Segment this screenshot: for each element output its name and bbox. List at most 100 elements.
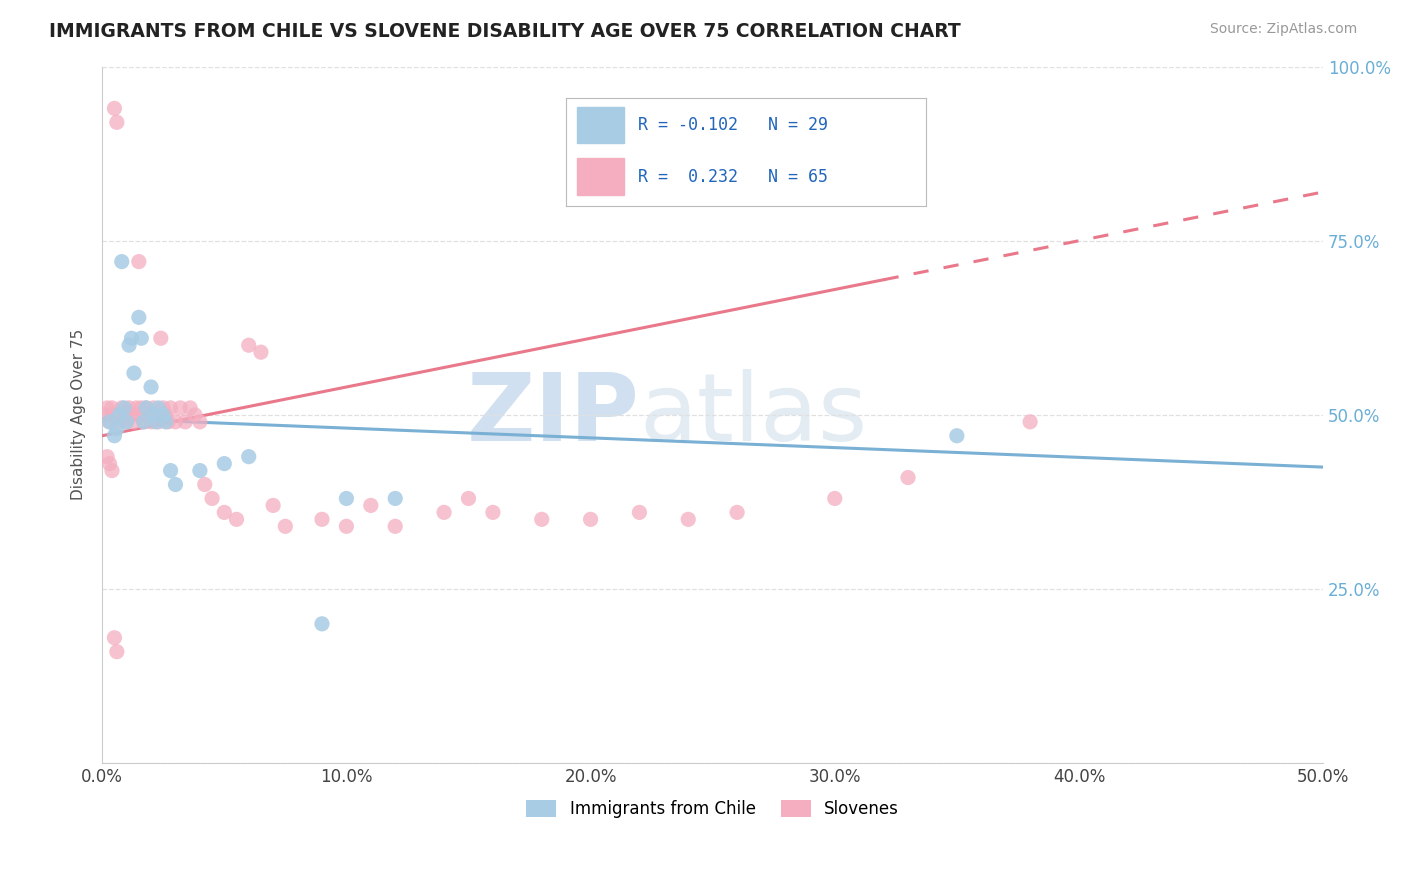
Point — [311, 512, 333, 526]
Point — [169, 401, 191, 415]
Point — [482, 505, 505, 519]
Point — [530, 512, 553, 526]
Point — [121, 331, 143, 345]
Point — [112, 408, 135, 422]
Point — [335, 491, 357, 506]
Point — [157, 415, 180, 429]
Point — [132, 415, 155, 429]
Point — [98, 415, 121, 429]
Point — [824, 491, 846, 506]
Point — [1019, 415, 1042, 429]
Point — [214, 457, 236, 471]
Point — [225, 512, 247, 526]
Point — [152, 408, 174, 422]
Point — [148, 415, 170, 429]
Point — [201, 491, 224, 506]
Text: IMMIGRANTS FROM CHILE VS SLOVENE DISABILITY AGE OVER 75 CORRELATION CHART: IMMIGRANTS FROM CHILE VS SLOVENE DISABIL… — [49, 22, 960, 41]
Point — [145, 408, 167, 422]
Point — [148, 401, 170, 415]
Text: ZIP: ZIP — [467, 369, 640, 461]
Point — [188, 464, 211, 478]
Point — [101, 464, 124, 478]
Point — [628, 505, 651, 519]
Point — [108, 415, 131, 429]
Point — [135, 401, 157, 415]
Text: Source: ZipAtlas.com: Source: ZipAtlas.com — [1209, 22, 1357, 37]
Point — [165, 477, 187, 491]
Point — [132, 415, 155, 429]
Point — [274, 519, 297, 533]
Point — [108, 408, 131, 422]
Point — [135, 401, 157, 415]
Point — [159, 401, 181, 415]
Point — [384, 491, 406, 506]
Y-axis label: Disability Age Over 75: Disability Age Over 75 — [72, 329, 86, 500]
Point — [139, 415, 162, 429]
Point — [897, 470, 920, 484]
Point — [128, 408, 150, 422]
Point — [179, 401, 201, 415]
Point — [188, 415, 211, 429]
Point — [165, 415, 187, 429]
Point — [238, 338, 260, 352]
Point — [152, 401, 174, 415]
Point — [149, 331, 172, 345]
Point — [194, 477, 217, 491]
Point — [122, 415, 145, 429]
Point — [311, 616, 333, 631]
Point — [101, 401, 124, 415]
Point — [155, 408, 177, 422]
Point — [101, 408, 124, 422]
Point — [98, 415, 121, 429]
Legend: Immigrants from Chile, Slovenes: Immigrants from Chile, Slovenes — [520, 793, 905, 824]
Point — [105, 422, 128, 436]
Point — [103, 102, 125, 116]
Point — [103, 429, 125, 443]
Point — [155, 415, 177, 429]
Point — [111, 401, 134, 415]
Point — [96, 450, 118, 464]
Point — [122, 366, 145, 380]
Text: atlas: atlas — [640, 369, 868, 461]
Point — [335, 519, 357, 533]
Point — [103, 631, 125, 645]
Point — [174, 415, 197, 429]
Point — [678, 512, 700, 526]
Point — [105, 645, 128, 659]
Point — [129, 401, 152, 415]
Point — [725, 505, 748, 519]
Point — [214, 505, 236, 519]
Point — [250, 345, 273, 359]
Point — [111, 254, 134, 268]
Point — [946, 429, 969, 443]
Point — [138, 408, 160, 422]
Point — [121, 408, 143, 422]
Point — [159, 464, 181, 478]
Point — [139, 380, 162, 394]
Point — [145, 415, 167, 429]
Point — [105, 115, 128, 129]
Point — [128, 254, 150, 268]
Point — [262, 499, 284, 513]
Point — [579, 512, 602, 526]
Point — [129, 331, 152, 345]
Point — [360, 499, 382, 513]
Point — [125, 401, 148, 415]
Point — [118, 401, 141, 415]
Point — [115, 415, 138, 429]
Point — [118, 338, 141, 352]
Point — [98, 457, 121, 471]
Point — [108, 408, 131, 422]
Point — [96, 401, 118, 415]
Point — [142, 408, 165, 422]
Point — [433, 505, 456, 519]
Point — [457, 491, 479, 506]
Point — [115, 415, 138, 429]
Point — [384, 519, 406, 533]
Point — [184, 408, 207, 422]
Point — [128, 310, 150, 325]
Point — [142, 401, 165, 415]
Point — [93, 408, 115, 422]
Point — [238, 450, 260, 464]
Point — [112, 401, 135, 415]
